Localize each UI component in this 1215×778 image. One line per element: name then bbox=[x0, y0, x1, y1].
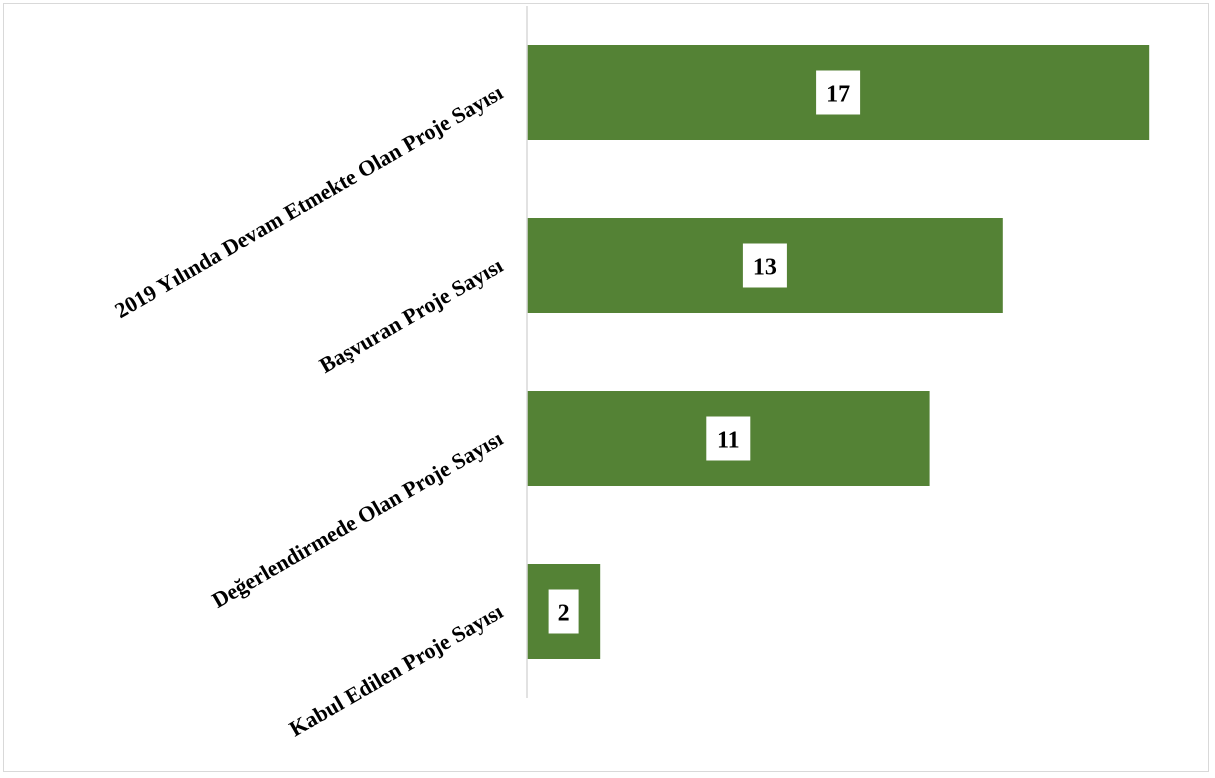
value-labels-layer: 17 13 11 2 bbox=[548, 70, 861, 634]
category-label-2: Başvuran Proje Sayısı bbox=[315, 253, 507, 378]
value-label-3: 11 bbox=[717, 428, 740, 454]
category-label-4: Kabul Edilen Proje Sayısı bbox=[285, 599, 507, 742]
value-label-box-4 bbox=[548, 589, 579, 634]
value-label-4: 2 bbox=[558, 601, 570, 627]
value-label-1: 17 bbox=[826, 82, 850, 108]
category-label-3: Değerlendirmede Olan Proje Sayısı bbox=[208, 426, 507, 613]
value-label-2: 13 bbox=[753, 255, 777, 281]
category-labels-layer: 2019 Yılında Devam Etmekte Olan Proje Sa… bbox=[110, 80, 507, 742]
value-label-box-2 bbox=[742, 243, 787, 288]
value-label-box-3 bbox=[706, 416, 751, 461]
bars-layer bbox=[527, 45, 1150, 659]
value-label-box-1 bbox=[816, 70, 861, 115]
